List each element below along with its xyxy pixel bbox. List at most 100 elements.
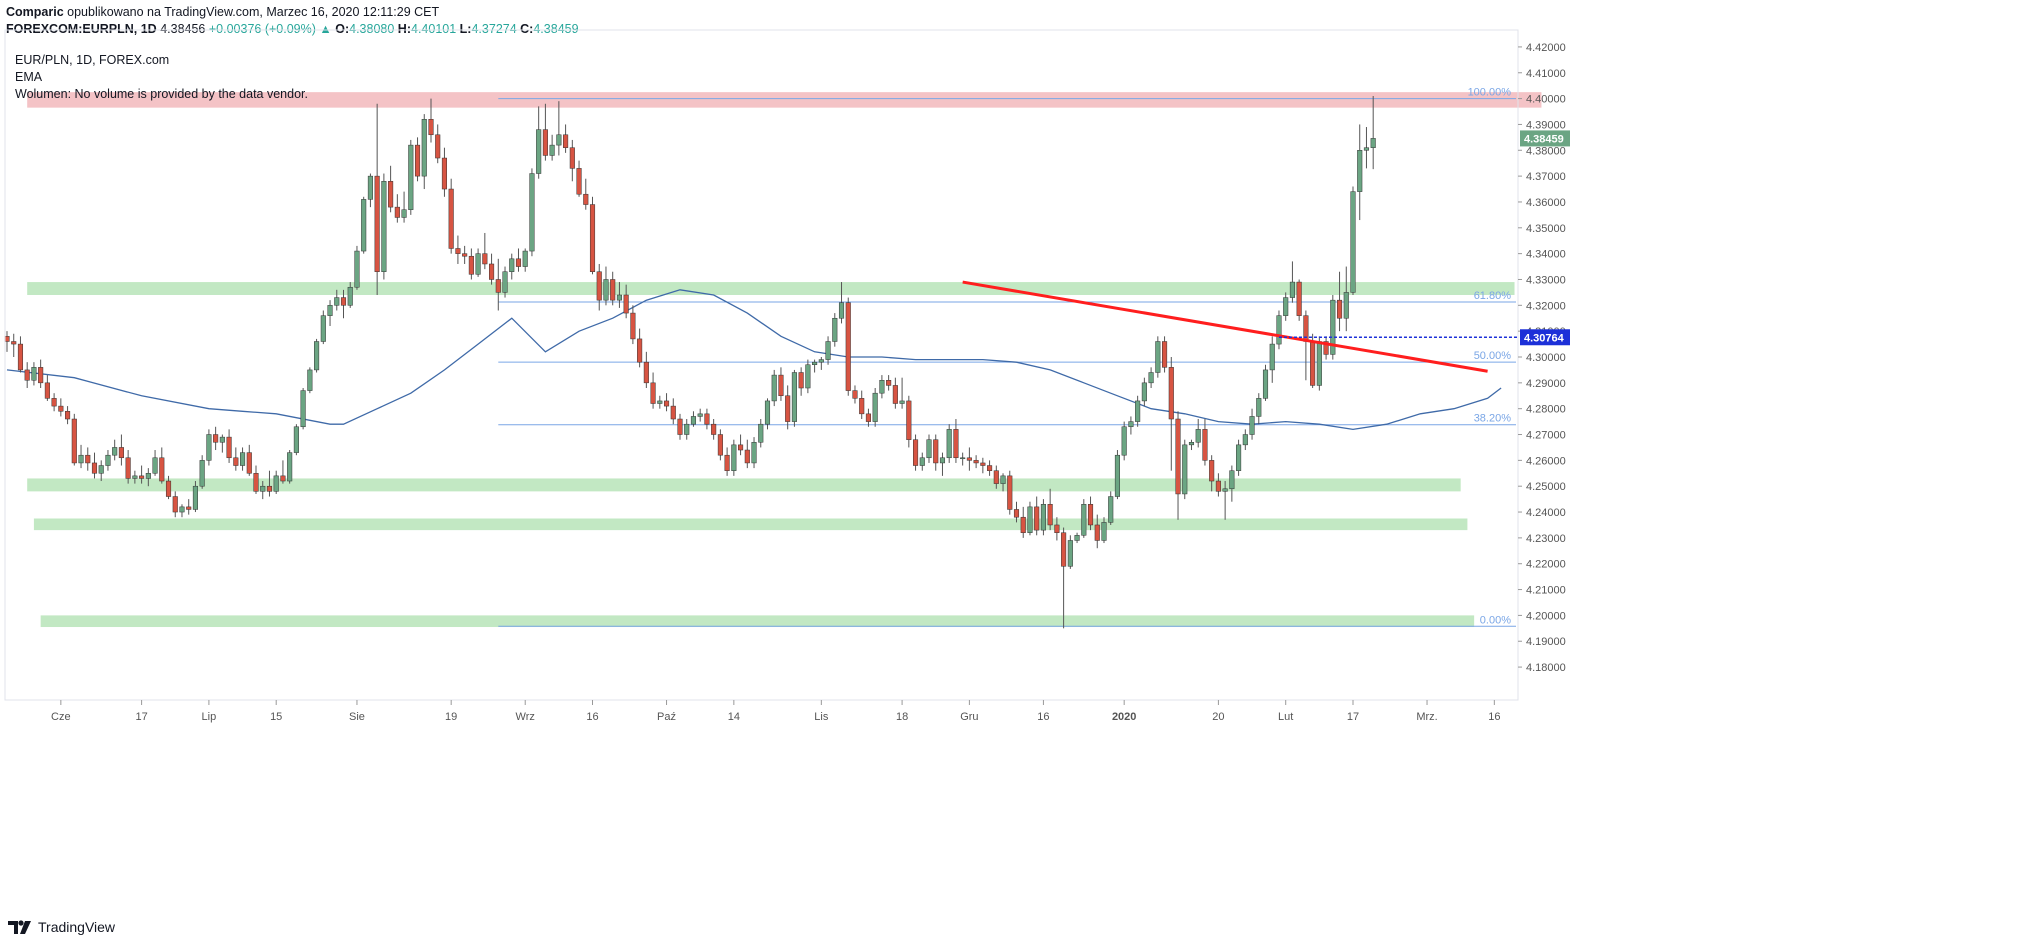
candle-body <box>1283 297 1289 316</box>
candle-down <box>542 103 548 161</box>
candle-up <box>832 313 838 347</box>
candle-body <box>192 485 198 510</box>
candle-body <box>502 271 508 293</box>
candle-body <box>569 147 575 169</box>
x-tick-label: 17 <box>1347 711 1359 723</box>
candle-body <box>307 369 313 391</box>
chart-legend: EUR/PLN, 1D, FOREX.com EMA Wolumen: No v… <box>15 52 308 103</box>
legend-title[interactable]: EUR/PLN, 1D, FOREX.com <box>15 53 170 67</box>
legend-volume[interactable]: Wolumen: No volume is provided by the da… <box>15 87 308 101</box>
candle-up <box>320 310 326 345</box>
candle-body <box>1135 400 1141 422</box>
candle-body <box>428 119 434 136</box>
legend-indicator[interactable]: EMA <box>15 70 43 84</box>
candle-down <box>441 147 447 197</box>
candle-body <box>179 506 185 513</box>
candle-down <box>85 447 91 471</box>
candle-down <box>125 450 131 484</box>
candle-down <box>468 248 474 280</box>
candle-down <box>1175 411 1181 520</box>
candle-body <box>832 317 838 342</box>
candle-body <box>1061 532 1067 567</box>
candle-body <box>435 134 441 159</box>
candle-body <box>118 447 124 459</box>
candle-body <box>1323 341 1329 355</box>
candle-body <box>1114 454 1121 497</box>
candle-down <box>253 465 259 494</box>
candle-down <box>44 375 50 401</box>
y-tick-label: 4.22000 <box>1526 559 1566 571</box>
candle-body <box>677 418 683 435</box>
candle-up <box>260 481 266 500</box>
tradingview-brand[interactable]: TradingView <box>38 919 116 935</box>
candle-down <box>91 452 98 479</box>
candle-up <box>408 139 414 215</box>
candle-down <box>448 178 454 254</box>
candle-body <box>892 385 898 404</box>
candle-down <box>489 253 495 285</box>
candle-body <box>603 279 609 301</box>
candle-down <box>1020 506 1026 538</box>
chart-header: Comparic opublikowano na TradingView.com… <box>6 4 579 38</box>
candle-down <box>1094 514 1100 549</box>
candle-down <box>58 398 64 417</box>
candle-up <box>314 338 320 373</box>
candle-up <box>105 450 111 471</box>
y-tick-label: 4.19000 <box>1526 636 1566 648</box>
candle-body <box>186 506 192 510</box>
candle-down <box>953 419 959 463</box>
candle-body <box>859 398 865 415</box>
candle-body <box>38 367 44 384</box>
candle-up <box>1283 292 1289 321</box>
candle-down <box>845 297 851 396</box>
candle-up <box>152 450 158 476</box>
candle-body <box>515 258 522 267</box>
y-tick-label: 4.30000 <box>1526 352 1566 364</box>
overlay-layer <box>962 280 1518 373</box>
candle-body <box>509 258 515 272</box>
y-tick-label: 4.34000 <box>1526 249 1566 261</box>
candle-up <box>1330 294 1336 360</box>
candle-body <box>293 426 299 453</box>
candle-body <box>731 444 737 471</box>
candle-up <box>347 282 353 308</box>
up-arrow-icon: ▲ <box>319 22 332 36</box>
candle-down <box>1034 496 1040 536</box>
candle-up <box>401 191 407 223</box>
candle-body <box>1242 434 1248 446</box>
y-tick-label: 4.41000 <box>1526 68 1566 80</box>
candle-body <box>1357 150 1363 192</box>
open-value: 4.38080 <box>349 22 395 36</box>
candle-up <box>192 481 198 513</box>
candle-down <box>428 98 434 143</box>
candle-body <box>596 271 602 301</box>
candle-down <box>1303 310 1309 381</box>
y-tick-label: 4.42000 <box>1526 42 1566 54</box>
candle-down <box>24 362 30 389</box>
candle-body <box>233 457 239 466</box>
candle-body <box>468 255 474 275</box>
candle-down <box>589 196 596 275</box>
candle-up <box>1370 96 1376 170</box>
candle-body <box>1269 343 1275 371</box>
candle-up <box>1289 261 1295 303</box>
candle-up <box>1350 186 1356 295</box>
candle-down <box>1061 527 1067 629</box>
candle-body <box>663 400 670 407</box>
candle-body <box>939 457 946 464</box>
candle-up <box>354 245 360 290</box>
candle-body <box>926 439 932 459</box>
y-tick-label: 4.35000 <box>1526 223 1566 235</box>
tradingview-logo-icon[interactable] <box>6 918 32 936</box>
candle-up <box>731 439 737 476</box>
candle-down <box>973 455 979 469</box>
symbol-name: FOREXCOM:EURPLN, 1D <box>6 22 157 36</box>
candle-up <box>549 134 555 161</box>
candle-down <box>852 385 858 404</box>
candle-body <box>690 416 697 425</box>
author-name[interactable]: Comparic <box>6 5 64 19</box>
candle-body <box>1148 372 1154 384</box>
fib-level-label: 100.00% <box>1468 87 1512 99</box>
candle-body <box>1081 504 1087 536</box>
